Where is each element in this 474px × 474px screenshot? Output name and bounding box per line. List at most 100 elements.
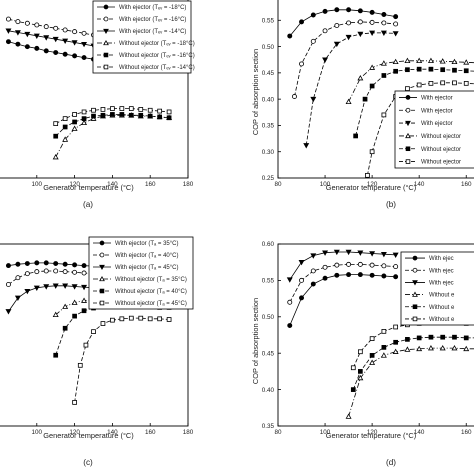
data-point	[393, 264, 399, 270]
data-point	[62, 269, 68, 275]
data-point	[303, 143, 310, 149]
data-point	[147, 107, 153, 113]
series-line	[348, 347, 474, 417]
data-point	[452, 67, 457, 73]
data-point	[451, 58, 458, 65]
x-tick-label: 180	[183, 429, 194, 436]
x-tick-label: 120	[367, 181, 378, 188]
legend-marker	[103, 52, 109, 58]
data-point	[463, 335, 469, 341]
data-point	[404, 57, 411, 64]
series-2	[5, 16, 96, 38]
data-point	[81, 297, 88, 303]
x-axis-label: Generator temperature (°C)	[326, 183, 416, 192]
data-point	[463, 68, 469, 74]
data-point	[72, 313, 77, 319]
data-point	[81, 30, 87, 36]
panel-label: (c)	[83, 458, 93, 467]
series-line	[8, 30, 94, 47]
data-point	[346, 7, 352, 13]
data-point	[53, 261, 59, 267]
y-tick-label: 0.55	[262, 17, 275, 24]
data-point	[119, 316, 125, 322]
data-point	[299, 277, 304, 283]
x-axis-label: Generator temperature (°C)	[43, 431, 133, 440]
data-point	[298, 259, 305, 266]
legend-marker	[412, 304, 418, 310]
data-point	[72, 112, 77, 117]
data-point	[24, 20, 30, 26]
legend-marker	[412, 267, 418, 273]
data-point	[83, 342, 89, 348]
chart-panel-4: 80 100 120 140 160 0.35 0.40 0.45 0.50 0.55 0.60 Ge…	[251, 241, 474, 467]
data-point	[427, 57, 434, 64]
x-tick-label: 140	[414, 429, 425, 436]
plot-frame	[277, 243, 474, 427]
data-point	[62, 124, 68, 130]
data-point	[381, 112, 387, 118]
data-point	[72, 262, 78, 268]
legend-marker	[412, 280, 418, 286]
data-point	[428, 81, 434, 86]
legend-label: With ejector	[421, 121, 453, 127]
x-tick-label: 140	[107, 181, 118, 188]
series-1	[287, 272, 399, 329]
series-6	[72, 315, 172, 405]
data-point	[357, 250, 364, 256]
legend-label: Without ejector	[421, 160, 461, 166]
legend-marker	[99, 240, 105, 246]
data-point	[381, 73, 387, 78]
data-point	[110, 317, 115, 323]
data-point	[52, 36, 59, 43]
data-point	[380, 60, 387, 66]
data-point	[72, 119, 77, 125]
data-point	[81, 109, 87, 115]
data-point	[166, 317, 172, 322]
data-point	[393, 274, 399, 280]
data-point	[350, 365, 356, 371]
legend-box	[88, 236, 194, 310]
data-point	[416, 345, 423, 352]
data-point	[81, 308, 87, 314]
data-point	[334, 7, 340, 13]
data-point	[451, 344, 458, 351]
chart-panel-3: 100 120 140 160 180 Generator temperature (°C…	[0, 236, 194, 467]
legend-label: With ejector (Tₐ = 40°C)	[115, 253, 178, 259]
data-point	[392, 58, 399, 65]
data-point	[24, 288, 31, 295]
data-point	[91, 329, 96, 334]
data-point	[369, 359, 376, 365]
data-point	[463, 81, 469, 86]
data-point	[119, 112, 125, 117]
data-point	[5, 39, 11, 45]
data-point	[119, 106, 125, 111]
data-point	[392, 31, 399, 37]
data-point	[357, 31, 364, 38]
legend-marker	[405, 159, 411, 164]
data-point	[287, 323, 293, 329]
data-point	[138, 112, 144, 118]
y-tick-label: 0.35	[262, 123, 275, 130]
data-point	[62, 261, 68, 267]
data-point	[43, 260, 49, 266]
data-point	[5, 28, 12, 34]
data-point	[322, 57, 329, 63]
series-5	[53, 303, 172, 358]
legend-marker	[99, 252, 105, 258]
data-point	[405, 337, 410, 342]
data-point	[138, 107, 144, 112]
data-point	[72, 53, 78, 59]
series-6	[53, 106, 172, 126]
data-point	[380, 30, 387, 37]
legend-marker	[103, 39, 109, 46]
legend: With ejector (Tₑᵥ = -18°C) With ejector (…	[92, 0, 195, 74]
legend-marker	[412, 316, 418, 322]
series-6	[350, 320, 474, 371]
data-point	[381, 345, 387, 350]
data-point	[33, 285, 40, 291]
data-point	[100, 321, 106, 326]
series-line	[305, 32, 396, 146]
y-tick-label: 0.30	[262, 149, 275, 156]
data-point	[333, 41, 340, 48]
legend-marker	[405, 95, 411, 100]
